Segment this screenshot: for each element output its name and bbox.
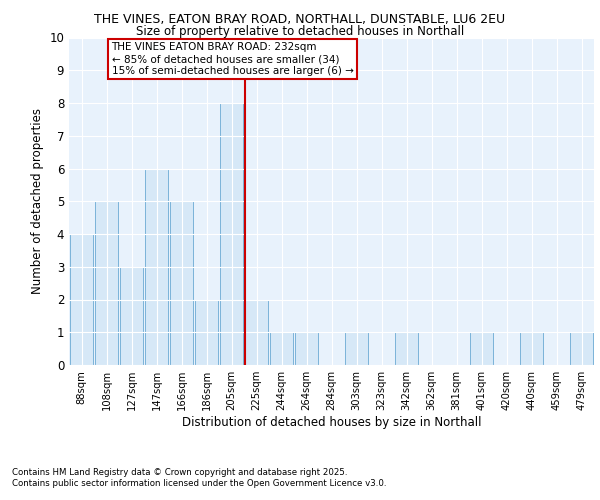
Text: THE VINES EATON BRAY ROAD: 232sqm
← 85% of detached houses are smaller (34)
15% : THE VINES EATON BRAY ROAD: 232sqm ← 85% … [112, 42, 353, 76]
X-axis label: Distribution of detached houses by size in Northall: Distribution of detached houses by size … [182, 416, 481, 429]
Bar [395, 332, 418, 365]
Bar [194, 300, 218, 365]
Bar [170, 201, 193, 365]
Text: Contains HM Land Registry data © Crown copyright and database right 2025.
Contai: Contains HM Land Registry data © Crown c… [12, 468, 386, 487]
Text: THE VINES, EATON BRAY ROAD, NORTHALL, DUNSTABLE, LU6 2EU: THE VINES, EATON BRAY ROAD, NORTHALL, DU… [94, 12, 506, 26]
Bar [119, 267, 143, 365]
Bar [220, 103, 244, 365]
Bar [470, 332, 493, 365]
Bar [70, 234, 94, 365]
Text: Size of property relative to detached houses in Northall: Size of property relative to detached ho… [136, 25, 464, 38]
Bar [245, 300, 268, 365]
Bar [520, 332, 544, 365]
Bar [145, 168, 169, 365]
Bar [269, 332, 293, 365]
Bar [344, 332, 368, 365]
Bar [95, 201, 118, 365]
Bar [295, 332, 319, 365]
Y-axis label: Number of detached properties: Number of detached properties [31, 108, 44, 294]
Bar [569, 332, 593, 365]
